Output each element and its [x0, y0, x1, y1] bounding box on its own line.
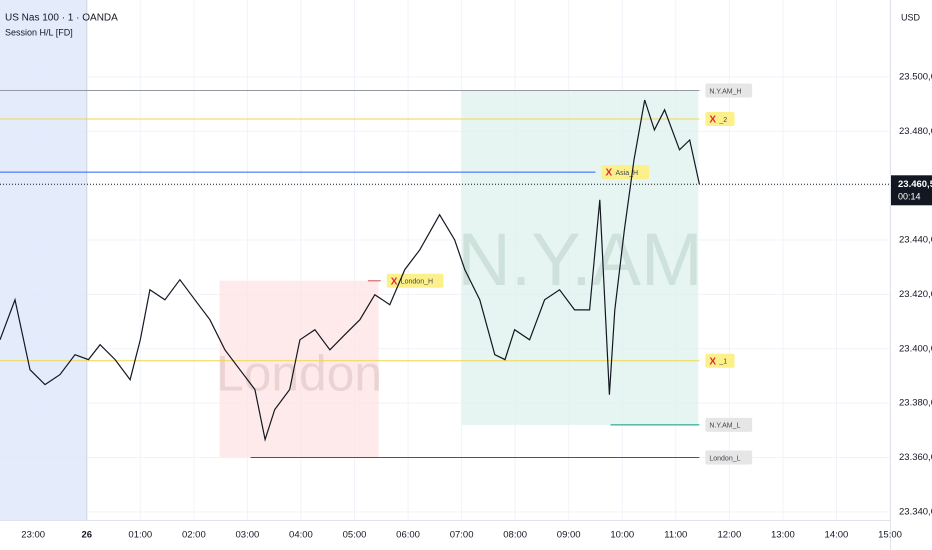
- main-layer: N.Y.AM_HX _2X Asia_HX London_HX _1N.Y.AM_LLo…: [0, 83, 890, 465]
- x-tick-label: 04:00: [289, 530, 313, 541]
- level-label: N.Y.AM_L: [709, 423, 740, 430]
- y-tick-label: 23.440,0: [899, 235, 932, 246]
- level-label: Asia_H: [615, 170, 638, 177]
- y-tick-label: 23.380,0: [899, 398, 932, 409]
- x-tick-label: 10:00: [610, 530, 634, 541]
- x-tick-label: 15:00: [878, 530, 902, 541]
- last-price-label: 23.460,5: [898, 179, 932, 190]
- level-label-box: [705, 83, 753, 98]
- x-tick-label: 08:00: [503, 530, 527, 541]
- level-label: N.Y.AM_H: [709, 88, 741, 95]
- x-tick-label: 03:00: [236, 530, 260, 541]
- level-marker: X: [709, 115, 716, 126]
- x-tick-label: 06:00: [396, 530, 420, 541]
- x-tick-label: 01:00: [128, 530, 152, 541]
- x-tick-label: 02:00: [182, 530, 206, 541]
- x-tick-label: 23:00: [21, 530, 45, 541]
- sessions-layer: London N.Y.AM: [0, 0, 891, 520]
- x-tick-label: 11:00: [664, 530, 687, 541]
- x-tick-label: 14:00: [825, 530, 849, 541]
- level-marker: X: [709, 356, 716, 367]
- indicator-name: Session H/L [FD]: [5, 27, 73, 37]
- session-watermark: London: [216, 345, 382, 401]
- y-tick-label: 23.400,0: [899, 343, 932, 354]
- level-label: London_L: [709, 455, 740, 462]
- session-watermark: N.Y.AM: [457, 218, 702, 301]
- x-tick-label: 12:00: [717, 530, 741, 541]
- x-tick-label: 13:00: [771, 530, 795, 541]
- y-tick-label: 23.420,0: [899, 289, 932, 300]
- session-box: [0, 0, 87, 520]
- level-label-box: [705, 112, 735, 127]
- countdown: 00:14: [898, 192, 921, 202]
- level-label: London_H: [401, 279, 433, 286]
- level-label-box: [705, 450, 753, 465]
- chart-title: US Nas 100 · 1 · OANDA: [5, 13, 118, 24]
- level-label: _1: [718, 359, 727, 366]
- level-label-box: [705, 353, 735, 368]
- level-label: _2: [718, 117, 727, 124]
- x-tick-label: 09:00: [557, 530, 581, 541]
- x-tick-label: 26: [81, 530, 92, 541]
- y-tick-label: 23.360,0: [899, 452, 932, 463]
- level-label-box: [705, 417, 753, 432]
- x-tick-label: 05:00: [343, 530, 367, 541]
- x-tick-label: 07:00: [450, 530, 474, 541]
- y-tick-label: 23.500,0: [899, 71, 932, 82]
- session-box: [219, 280, 379, 458]
- level-marker: X: [605, 168, 612, 179]
- y-tick-label: 23.480,0: [899, 126, 932, 137]
- price-line: [0, 99, 700, 442]
- y-tick-label: 23.340,0: [899, 506, 932, 517]
- level-marker: X: [391, 276, 398, 287]
- session-box: [461, 90, 699, 425]
- level-label-box: [601, 165, 650, 180]
- last-price-box: [891, 175, 932, 206]
- currency: USD: [901, 12, 921, 22]
